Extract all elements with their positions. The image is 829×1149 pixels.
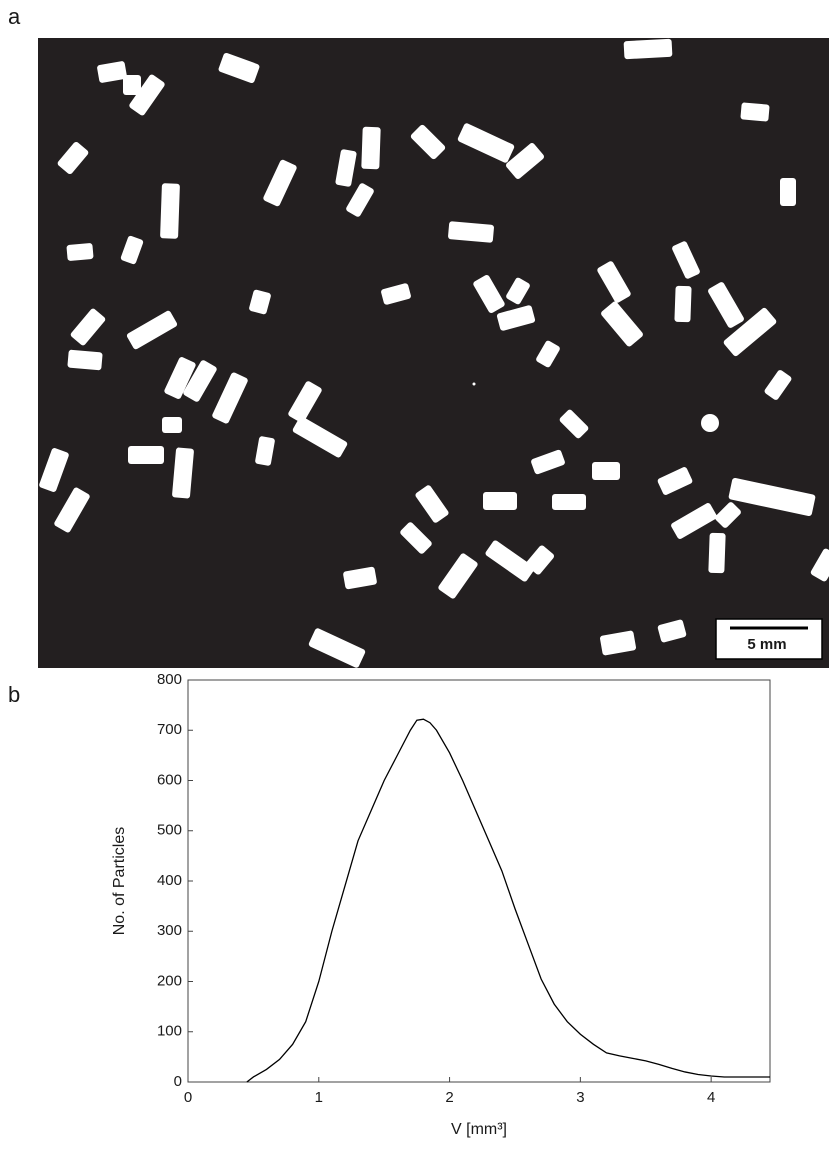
scale-bar-label: 5 mm <box>747 636 786 653</box>
particle <box>128 446 164 464</box>
page: {"panel_a": {"label": "a", "scale_bar": … <box>0 0 829 1144</box>
y-tick-label: 700 <box>157 721 182 738</box>
particle <box>66 243 93 261</box>
x-tick-label: 4 <box>707 1089 715 1106</box>
x-axis-label: V [mm³] <box>451 1121 507 1138</box>
particle <box>701 414 719 432</box>
particle <box>624 39 673 59</box>
y-tick-label: 300 <box>157 922 182 939</box>
y-tick-label: 500 <box>157 822 182 839</box>
particle <box>740 102 769 121</box>
particle <box>708 533 725 574</box>
y-tick-label: 800 <box>157 671 182 688</box>
chart: 0 100 200 300 400 500 600 700 800 0 1 2 3 4 V [mm³] No.… <box>111 671 770 1138</box>
y-tick-label: 400 <box>157 872 182 889</box>
particle-image <box>38 38 829 668</box>
plot-frame <box>188 680 770 1082</box>
particle <box>592 462 620 480</box>
data-line <box>247 719 770 1082</box>
particle <box>552 494 586 510</box>
figure: a 5 mm b 0 100 200 300 400 500 600 700 800 0 1 2 3 4 V… <box>0 0 829 1144</box>
scale-bar: 5 mm <box>716 619 822 659</box>
particle <box>674 286 691 323</box>
x-tick-label: 1 <box>315 1089 323 1106</box>
particle <box>473 383 476 386</box>
particle <box>483 492 517 510</box>
y-tick-label: 600 <box>157 771 182 788</box>
y-tick-label: 200 <box>157 972 182 989</box>
y-axis-label: No. of Particles <box>111 827 128 935</box>
panel-label: a <box>8 4 21 29</box>
particle <box>160 183 180 239</box>
particle <box>780 178 796 206</box>
x-tick-label: 0 <box>184 1089 192 1106</box>
particle <box>162 417 182 433</box>
particle <box>123 75 141 95</box>
x-tick-label: 2 <box>445 1089 453 1106</box>
particle <box>361 127 380 170</box>
panel-label: b <box>8 682 20 707</box>
y-tick-label: 0 <box>174 1073 182 1090</box>
particle <box>67 350 102 371</box>
x-tick-label: 3 <box>576 1089 584 1106</box>
y-tick-label: 100 <box>157 1023 182 1040</box>
